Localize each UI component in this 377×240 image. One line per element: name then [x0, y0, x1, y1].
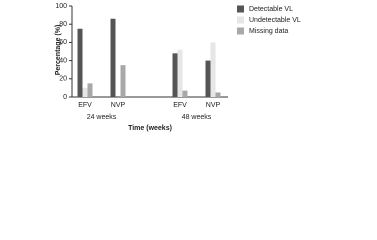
bar — [77, 28, 83, 97]
y-tick-label: 0 — [63, 94, 67, 101]
bar — [182, 90, 188, 97]
y-tick-label: 100 — [55, 3, 67, 10]
y-tick-label: 80 — [59, 21, 67, 28]
bar — [87, 83, 93, 97]
x-tick-label: EFV — [173, 102, 187, 109]
legend-label: Detectable VL — [249, 6, 293, 13]
bar — [82, 87, 88, 97]
x-tick-label: NVP — [111, 102, 126, 109]
bar — [210, 42, 216, 97]
bar — [177, 49, 183, 97]
group-label: 48 weeks — [182, 114, 212, 121]
y-tick-label: 20 — [59, 76, 67, 83]
y-tick-label: 40 — [59, 57, 67, 64]
legend-label: Missing data — [249, 28, 288, 35]
x-tick-label: EFV — [78, 102, 92, 109]
x-tick-label: NVP — [206, 102, 221, 109]
legend-label: Undetectable VL — [249, 17, 301, 24]
y-tick-label: 60 — [59, 39, 67, 46]
y-axis-title: Percentage (%) — [55, 25, 62, 76]
legend-swatch — [237, 16, 244, 24]
chart: Time (weeks) Percentage (%) 0 20 40 60 80 100… — [55, 3, 301, 132]
bar — [172, 53, 178, 97]
bar — [120, 65, 126, 97]
legend-swatch — [237, 27, 244, 35]
bar — [110, 18, 116, 98]
bar — [205, 60, 211, 97]
bar — [215, 92, 221, 97]
x-axis-title: Time (weeks) — [128, 125, 172, 132]
group-label: 24 weeks — [87, 114, 117, 121]
legend-swatch — [237, 5, 244, 13]
